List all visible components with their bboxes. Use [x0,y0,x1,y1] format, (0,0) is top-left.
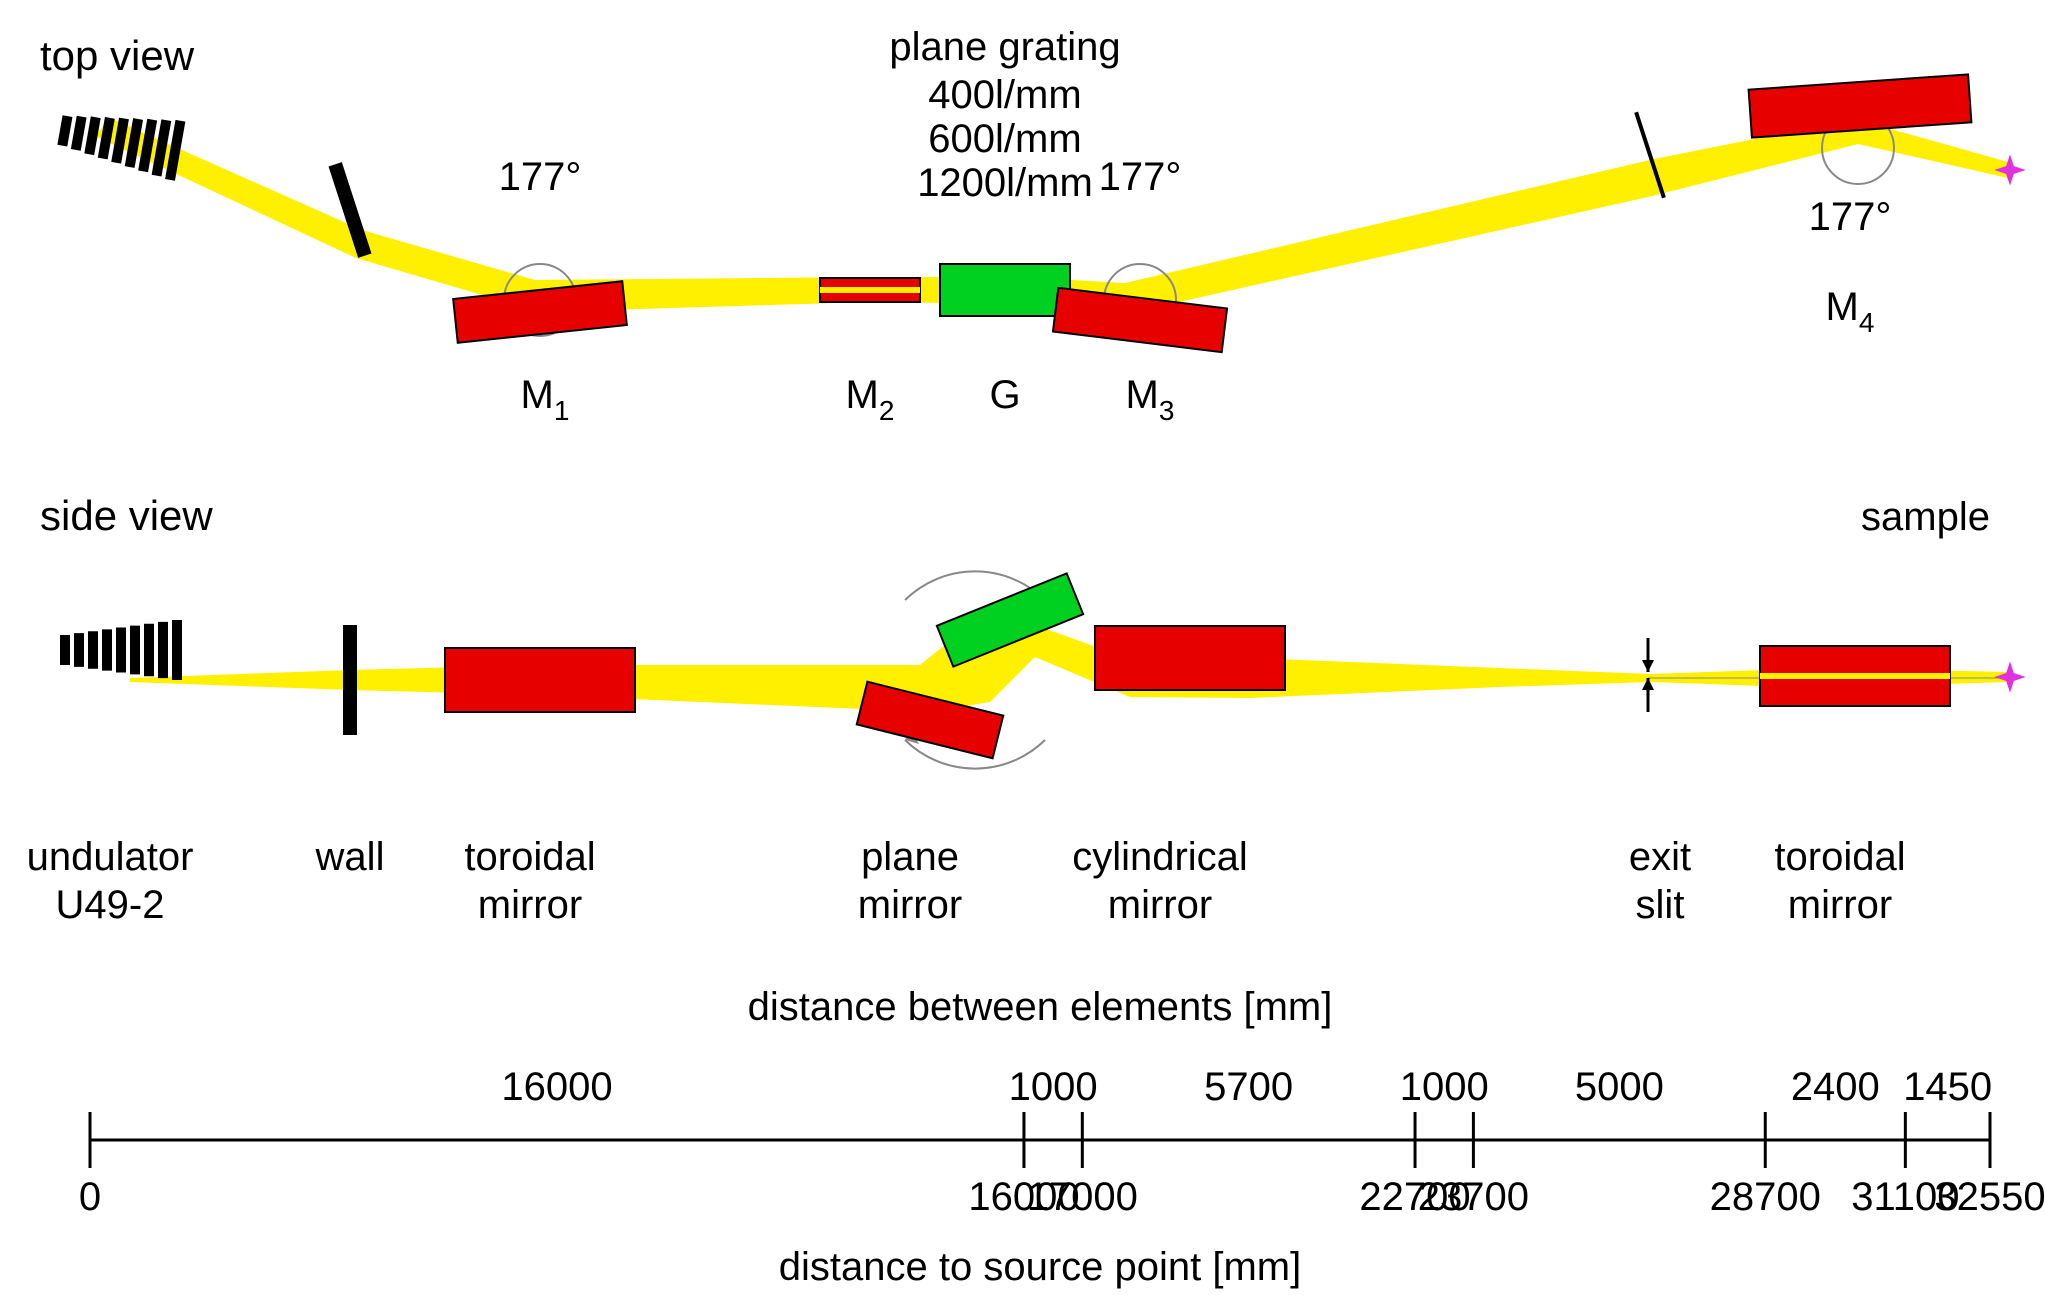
svg-text:mirror: mirror [478,883,582,927]
svg-text:177°: 177° [499,155,582,199]
svg-text:mirror: mirror [1108,883,1212,927]
svg-text:28700: 28700 [1710,1175,1821,1219]
svg-text:23700: 23700 [1418,1175,1529,1219]
svg-text:wall: wall [315,835,385,879]
svg-text:1000: 1000 [1400,1065,1489,1109]
svg-text:exit: exit [1629,835,1691,879]
svg-text:5700: 5700 [1204,1065,1293,1109]
svg-text:5000: 5000 [1575,1065,1664,1109]
svg-text:toroidal: toroidal [464,835,595,879]
svg-text:plane grating: plane grating [889,25,1120,69]
svg-text:slit: slit [1636,883,1685,927]
svg-text:mirror: mirror [1788,883,1892,927]
svg-text:toroidal: toroidal [1774,835,1905,879]
svg-text:16000: 16000 [501,1065,612,1109]
svg-text:side view: side view [40,492,213,539]
svg-text:1450: 1450 [1903,1065,1992,1109]
svg-text:U49-2: U49-2 [56,883,165,927]
svg-text:177°: 177° [1809,195,1892,239]
svg-text:M4: M4 [1826,285,1875,338]
svg-text:400l/mm: 400l/mm [928,73,1081,117]
svg-text:M3: M3 [1126,373,1175,426]
svg-text:cylindrical: cylindrical [1072,835,1248,879]
svg-text:G: G [989,373,1020,417]
svg-text:1000: 1000 [1009,1065,1098,1109]
svg-text:top view: top view [40,32,195,79]
svg-text:mirror: mirror [858,883,962,927]
svg-text:distance to source point [mm]: distance to source point [mm] [779,1245,1301,1289]
svg-text:2400: 2400 [1791,1065,1880,1109]
svg-text:0: 0 [79,1175,101,1219]
svg-text:undulator: undulator [27,835,194,879]
svg-text:distance between elements [mm]: distance between elements [mm] [748,985,1333,1029]
svg-text:17000: 17000 [1027,1175,1138,1219]
svg-text:600l/mm: 600l/mm [928,117,1081,161]
svg-text:1200l/mm: 1200l/mm [917,161,1093,205]
svg-text:M1: M1 [521,373,570,426]
svg-text:sample: sample [1861,495,1990,539]
svg-text:plane: plane [861,835,959,879]
svg-text:32550: 32550 [1934,1175,2045,1219]
svg-text:177°: 177° [1099,155,1182,199]
svg-text:M2: M2 [846,373,895,426]
